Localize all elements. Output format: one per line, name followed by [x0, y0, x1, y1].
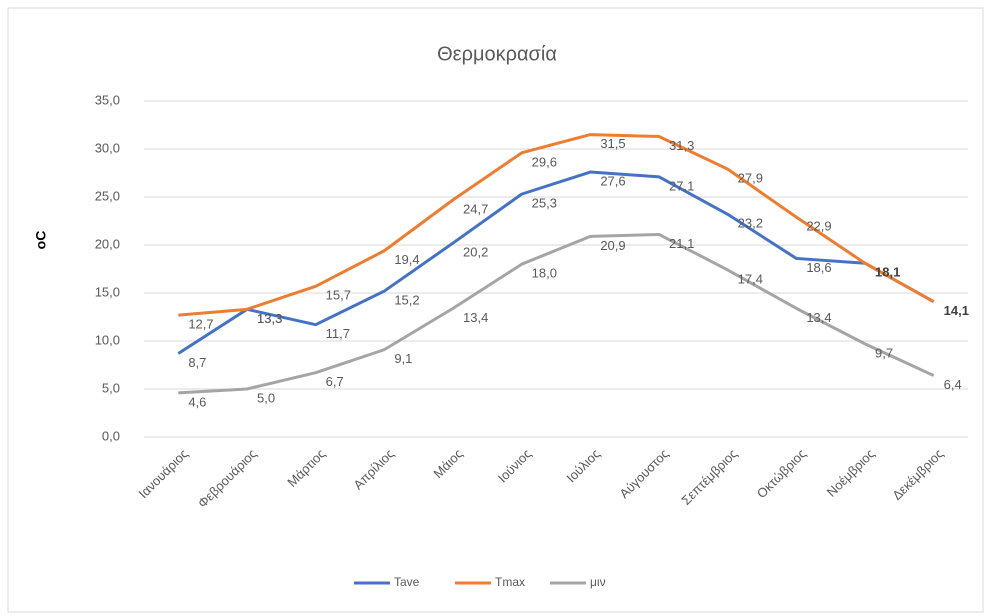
- data-label: 27,9: [738, 171, 763, 186]
- legend-label: Tmax: [495, 575, 525, 589]
- data-label: 6,4: [944, 377, 962, 392]
- data-label: 18,1: [875, 265, 900, 280]
- y-tick-label: 30,0: [95, 140, 120, 155]
- data-label: 14,1: [944, 303, 969, 318]
- data-label: 11,7: [326, 326, 350, 341]
- y-tick-label: 25,0: [95, 188, 120, 203]
- data-label: 19,4: [394, 252, 419, 267]
- y-tick-label: 0,0: [102, 428, 120, 443]
- data-label: 9,7: [875, 345, 893, 360]
- data-label: 17,4: [738, 271, 763, 286]
- data-label: 15,7: [326, 288, 351, 303]
- data-label: 31,5: [600, 136, 625, 151]
- data-label: 18,6: [806, 260, 831, 275]
- data-label: 5,0: [257, 390, 275, 405]
- data-label: 13,3: [257, 311, 282, 326]
- series-line: [178, 133, 935, 317]
- data-label: 18,0: [532, 266, 557, 281]
- data-label: 27,6: [600, 173, 625, 188]
- series-line: [178, 232, 935, 395]
- y-tick-label: 35,0: [95, 92, 120, 107]
- data-label: 20,9: [600, 238, 625, 253]
- data-label: 25,3: [532, 196, 557, 211]
- data-label: 8,7: [188, 355, 206, 370]
- data-label: 23,2: [738, 216, 763, 231]
- data-label: 9,1: [394, 351, 412, 366]
- data-label: 13,4: [806, 310, 831, 325]
- y-tick-label: 15,0: [95, 284, 120, 299]
- data-label: 29,6: [532, 154, 557, 169]
- legend-label: μιν: [590, 575, 606, 589]
- data-label: 12,7: [188, 317, 213, 332]
- data-label: 27,1: [669, 178, 694, 193]
- legend-label: Tave: [394, 575, 420, 589]
- chart-title: Θερμοκρασία: [437, 43, 557, 65]
- data-label: 24,7: [463, 201, 488, 216]
- data-label: 20,2: [463, 245, 488, 260]
- data-label: 15,2: [394, 293, 419, 308]
- data-label: 13,3: [257, 311, 282, 326]
- chart-frame: [7, 7, 984, 613]
- y-tick-label: 5,0: [102, 380, 120, 395]
- data-label: 21,1: [669, 236, 694, 251]
- data-label: 13,4: [463, 310, 488, 325]
- data-label: 6,7: [326, 374, 344, 389]
- data-label: 22,9: [806, 219, 831, 234]
- data-label: 31,3: [669, 138, 694, 153]
- y-axis-label: oC: [33, 231, 49, 250]
- y-tick-label: 20,0: [95, 236, 120, 251]
- data-label: 4,6: [188, 394, 206, 409]
- y-tick-label: 10,0: [95, 332, 120, 347]
- series-line: [177, 170, 935, 355]
